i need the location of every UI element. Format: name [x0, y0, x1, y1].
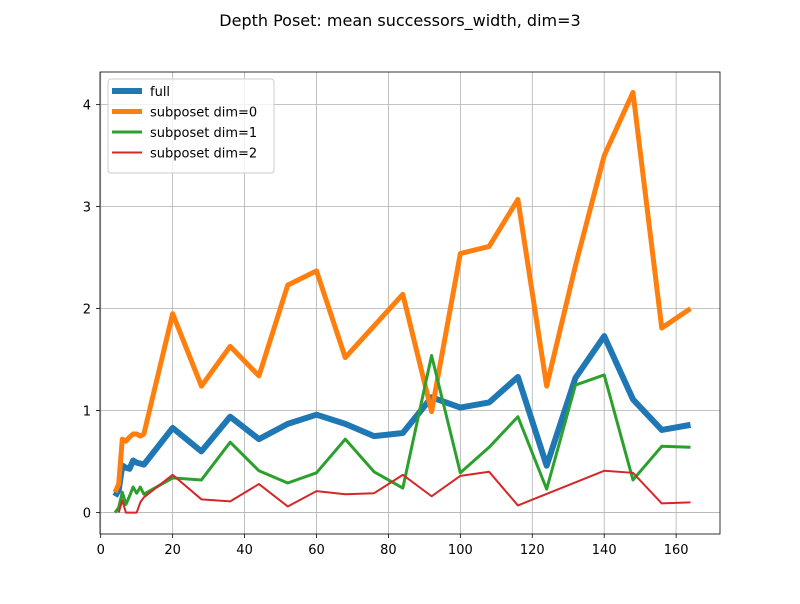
y-tick-label: 1 [83, 405, 91, 420]
chart-title: Depth Poset: mean successors_width, dim=… [219, 11, 580, 31]
x-tick-label: 60 [308, 543, 325, 558]
series-line-1 [112, 89, 692, 494]
legend-label-1: subposet dim=0 [150, 106, 257, 121]
x-tick-label: 40 [236, 543, 253, 558]
x-tick-label: 100 [448, 543, 473, 558]
series-line-0 [112, 333, 692, 498]
legend-label-3: subposet dim=2 [150, 147, 257, 162]
legend-box [107, 78, 275, 174]
x-tick-label: 120 [520, 543, 545, 558]
x-tick-label: 140 [592, 543, 617, 558]
series-line-3 [117, 469, 691, 514]
y-tick-label: 0 [83, 507, 91, 522]
legend-label-0: full [150, 85, 170, 100]
legend-label-2: subposet dim=1 [150, 126, 257, 141]
series-line-2 [113, 354, 691, 514]
x-tick-label: 0 [97, 543, 105, 558]
x-tick-label: 160 [664, 543, 689, 558]
y-tick-label: 2 [83, 303, 91, 318]
x-tick-label: 20 [164, 543, 181, 558]
plot-frame [99, 71, 721, 535]
x-tick-label: 80 [380, 543, 397, 558]
y-tick-label: 3 [83, 201, 91, 216]
y-tick-label: 4 [83, 99, 91, 114]
